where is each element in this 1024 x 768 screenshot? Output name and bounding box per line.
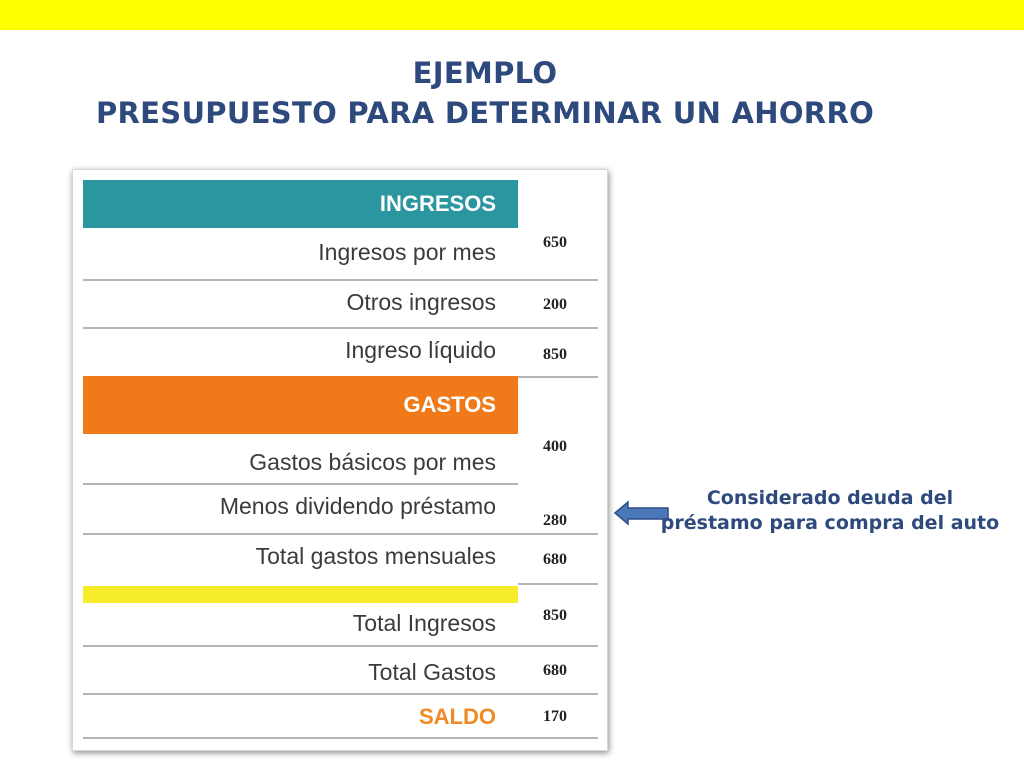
row-value-total-gastos-mensuales: 680 [543, 551, 567, 568]
divider [83, 737, 598, 739]
divider [83, 327, 598, 329]
row-label-otros-ingresos: Otros ingresos [346, 289, 496, 315]
row-label-total-ingresos: Total Ingresos [352, 610, 496, 636]
row-label-saldo: SALDO [419, 704, 496, 729]
divider [83, 533, 598, 535]
divider [83, 483, 518, 485]
slide-title-line1: EJEMPLO [412, 56, 558, 90]
row-value-ingreso-liquido: 850 [543, 346, 567, 363]
budget-table: INGRESOS Ingresos por mes 650 Otros ingr… [72, 169, 608, 751]
divider [83, 693, 598, 695]
row-value-ingresos-por-mes: 650 [543, 234, 567, 251]
gastos-header: GASTOS [83, 376, 518, 434]
row-value-total-gastos: 680 [543, 662, 567, 679]
annotation-note: Considerado deuda del préstamo para comp… [660, 486, 1000, 536]
annotation-line1: Considerado deuda del [706, 487, 954, 509]
divider [518, 376, 598, 378]
divider [83, 645, 598, 647]
top-accent-bar [0, 0, 1024, 30]
highlight-row [83, 586, 518, 603]
row-label-total-gastos: Total Gastos [368, 659, 496, 685]
slide-title-line2: PRESUPUESTO PARA DETERMINAR UN AHORRO [95, 96, 875, 130]
row-label-ingreso-liquido: Ingreso líquido [345, 337, 496, 363]
row-value-gastos-basicos: 400 [543, 438, 567, 455]
ingresos-header: INGRESOS [83, 180, 518, 228]
row-value-saldo: 170 [543, 708, 567, 725]
left-arrow-icon [614, 500, 669, 526]
row-value-otros-ingresos: 200 [543, 296, 567, 313]
divider [83, 279, 598, 281]
row-label-ingresos-por-mes: Ingresos por mes [318, 239, 496, 265]
row-label-menos-dividendo: Menos dividendo préstamo [219, 493, 496, 519]
annotation-line2: préstamo para compra del auto [660, 512, 1000, 534]
row-label-total-gastos-mensuales: Total gastos mensuales [255, 543, 496, 569]
row-value-total-ingresos: 850 [543, 607, 567, 624]
divider [518, 583, 598, 585]
row-value-menos-dividendo: 280 [543, 512, 567, 529]
row-label-gastos-basicos: Gastos básicos por mes [249, 449, 496, 475]
